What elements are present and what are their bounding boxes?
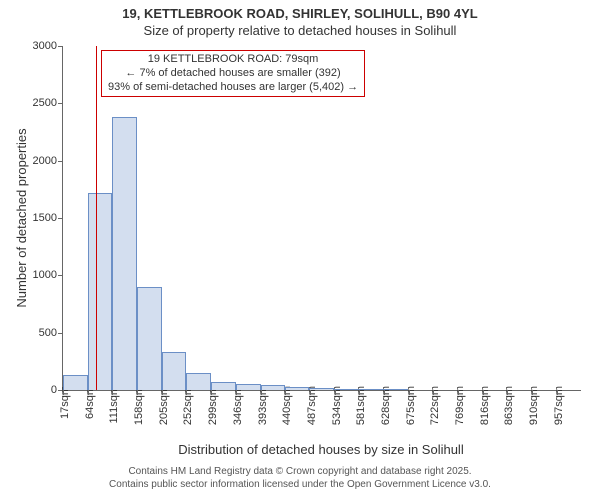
histogram-bar	[63, 375, 88, 390]
chart-subtitle: Size of property relative to detached ho…	[0, 23, 600, 40]
plot-area: 05001000150020002500300017sqm64sqm111sqm…	[62, 46, 581, 391]
x-tick-label: 816sqm	[479, 386, 491, 425]
x-tick-mark	[162, 390, 163, 395]
x-tick-mark	[532, 390, 533, 395]
x-tick-label: 769sqm	[454, 386, 466, 425]
x-tick-mark	[112, 390, 113, 395]
x-tick-mark	[507, 390, 508, 395]
x-tick-mark	[335, 390, 336, 395]
histogram-bar	[186, 373, 211, 390]
histogram-bar	[162, 352, 187, 390]
x-tick-label: 64sqm	[84, 386, 96, 419]
x-tick-mark	[409, 390, 410, 395]
footer-attribution: Contains HM Land Registry data © Crown c…	[0, 466, 600, 491]
x-tick-label: 111sqm	[108, 386, 120, 424]
x-tick-mark	[483, 390, 484, 395]
x-tick-label: 205sqm	[158, 386, 170, 425]
x-tick-mark	[211, 390, 212, 395]
x-tick-mark	[557, 390, 558, 395]
x-tick-mark	[384, 390, 385, 395]
x-tick-label: 17sqm	[59, 386, 71, 419]
x-tick-label: 299sqm	[207, 386, 219, 425]
x-tick-label: 393sqm	[257, 386, 269, 425]
x-axis-label: Distribution of detached houses by size …	[62, 442, 580, 457]
x-tick-mark	[137, 390, 138, 395]
y-tick-mark	[58, 103, 63, 104]
histogram-bar	[359, 389, 384, 390]
x-tick-mark	[236, 390, 237, 395]
x-tick-label: 440sqm	[281, 386, 293, 425]
footer-line-1: Contains HM Land Registry data © Crown c…	[0, 466, 600, 479]
chart-title: 19, KETTLEBROOK ROAD, SHIRLEY, SOLIHULL,…	[0, 0, 600, 23]
footer-line-2: Contains public sector information licen…	[0, 479, 600, 492]
x-tick-label: 346sqm	[232, 386, 244, 425]
x-tick-mark	[261, 390, 262, 395]
x-tick-mark	[88, 390, 89, 395]
y-tick-mark	[58, 275, 63, 276]
x-tick-label: 158sqm	[133, 386, 145, 425]
annotation-line-3: 93% of semi-detached houses are larger (…	[108, 81, 358, 95]
y-tick-label: 2500	[17, 97, 57, 109]
histogram-bar	[309, 388, 334, 390]
x-tick-label: 910sqm	[528, 386, 540, 425]
x-tick-label: 534sqm	[331, 386, 343, 425]
annotation-line-2: ← 7% of detached houses are smaller (392…	[108, 67, 358, 81]
y-tick-label: 0	[17, 384, 57, 396]
histogram-bar	[334, 389, 359, 390]
x-tick-label: 487sqm	[306, 386, 318, 425]
x-tick-label: 252sqm	[182, 386, 194, 425]
y-tick-label: 500	[17, 327, 57, 339]
x-tick-mark	[63, 390, 64, 395]
x-tick-mark	[285, 390, 286, 395]
histogram-bar	[211, 382, 236, 390]
y-axis-label: Number of detached properties	[14, 128, 29, 307]
x-tick-mark	[186, 390, 187, 395]
histogram-bar	[383, 389, 408, 390]
annotation-box: 19 KETTLEBROOK ROAD: 79sqm← 7% of detach…	[101, 50, 365, 97]
x-tick-label: 581sqm	[355, 386, 367, 425]
y-tick-mark	[58, 46, 63, 47]
y-tick-mark	[58, 218, 63, 219]
x-tick-mark	[310, 390, 311, 395]
annotation-line-1: 19 KETTLEBROOK ROAD: 79sqm	[108, 53, 358, 67]
x-tick-label: 675sqm	[405, 386, 417, 425]
y-tick-mark	[58, 161, 63, 162]
histogram-bar	[285, 387, 310, 390]
x-tick-mark	[433, 390, 434, 395]
x-tick-label: 722sqm	[429, 386, 441, 425]
reference-line	[96, 46, 97, 390]
y-tick-mark	[58, 333, 63, 334]
y-tick-label: 3000	[17, 40, 57, 52]
x-tick-label: 863sqm	[503, 386, 515, 425]
histogram-bar	[112, 117, 137, 390]
histogram-bar	[261, 385, 286, 390]
histogram-bar	[236, 384, 261, 390]
histogram-bar	[137, 287, 162, 390]
x-tick-mark	[359, 390, 360, 395]
histogram-bar	[88, 193, 113, 390]
x-tick-label: 628sqm	[380, 386, 392, 425]
x-tick-label: 957sqm	[553, 386, 565, 425]
x-tick-mark	[458, 390, 459, 395]
